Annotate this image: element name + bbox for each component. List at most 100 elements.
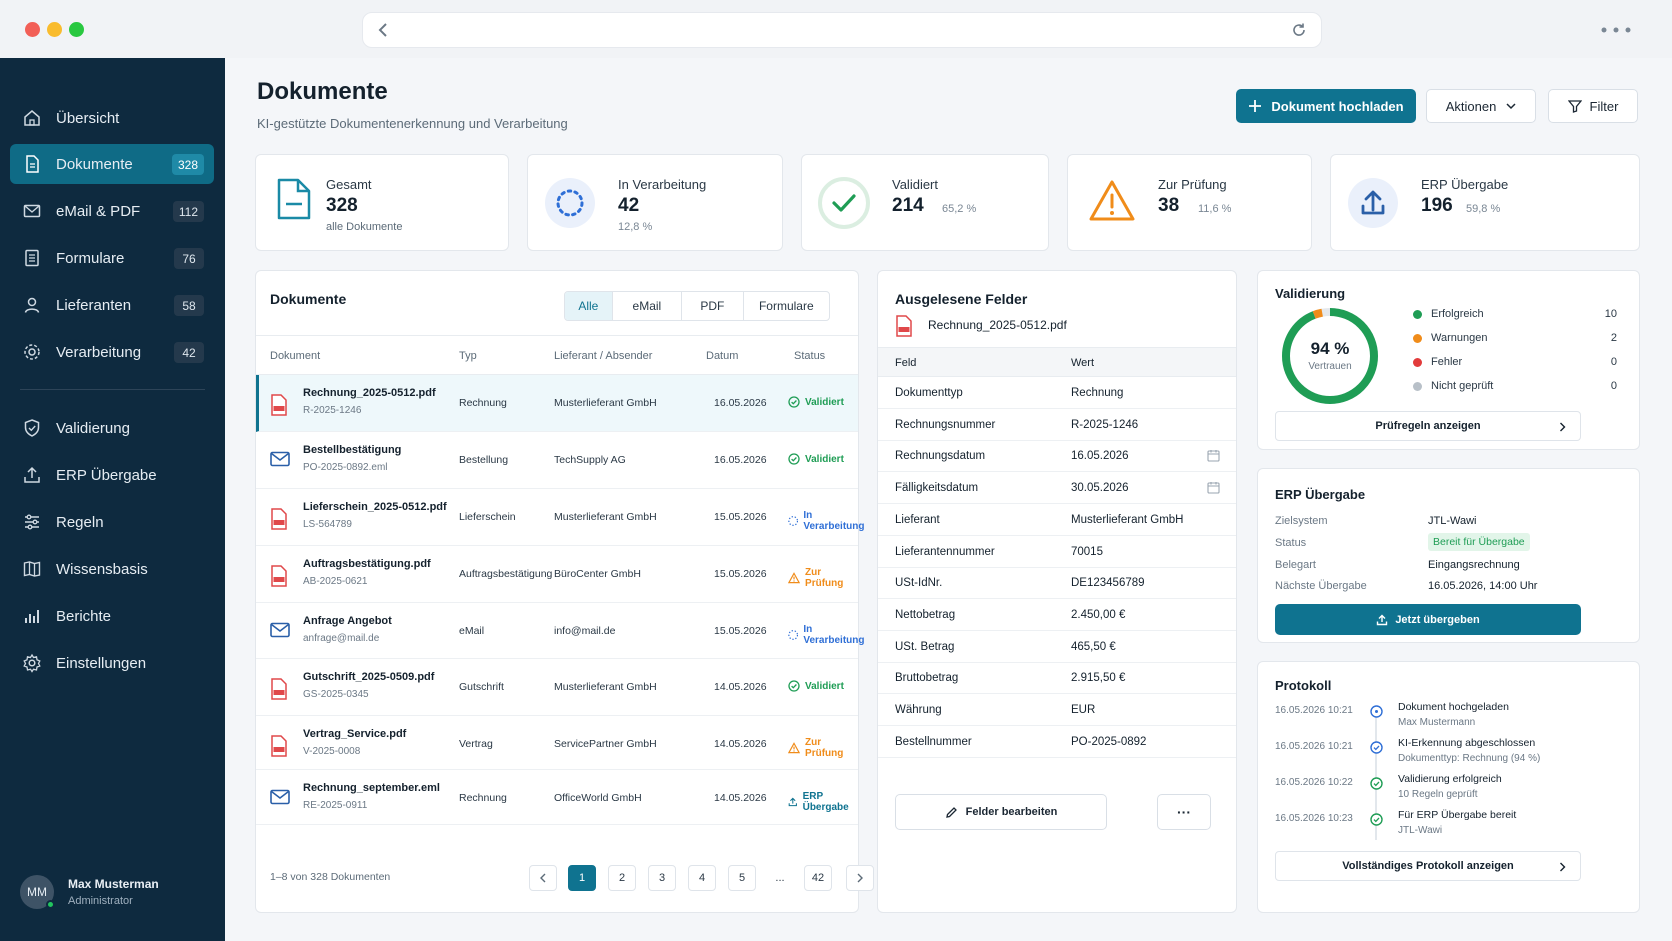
table-row[interactable]: Anfrage Angebot anfrage@mail.de eMail info@… (256, 603, 864, 659)
table-row[interactable]: Auftragsbestätigung.pdf AB-2025-0621 Auftr… (256, 546, 858, 603)
validation-panel: Validierung 94 % Vertrauen Erfolgreich 1… (1257, 270, 1640, 450)
field-value: 465,50 € (1071, 640, 1116, 653)
log-time: 16.05.2026 10:21 (1275, 705, 1353, 716)
table-row[interactable]: Rechnung_september.eml RE-2025-0911 Rechnu… (256, 770, 858, 825)
maximize-window-button[interactable] (69, 22, 84, 37)
status-label: Validiert (805, 396, 844, 408)
show-rules-button[interactable]: Prüfregeln anzeigen (1275, 411, 1581, 441)
file-type-icon (270, 565, 288, 587)
status-label: Zur Prüfung (805, 567, 844, 589)
page-button[interactable]: 3 (648, 865, 676, 891)
erp-key: Zielsystem (1275, 515, 1328, 527)
sidebar-item-formulare[interactable]: Formulare 76 (10, 238, 214, 278)
sidebar-item-email-pdf[interactable]: eMail & PDF 112 (10, 191, 214, 231)
sidebar-item-verarbeitung[interactable]: Verarbeitung 42 (10, 332, 214, 372)
erp-title: ERP Übergabe (1275, 487, 1366, 502)
address-bar[interactable] (362, 12, 1322, 48)
document-date: 15.05.2026 (714, 511, 767, 523)
document-date: 14.05.2026 (714, 792, 767, 804)
more-dots-icon[interactable] (1600, 26, 1632, 34)
sidebar-item-erp-uebergabe[interactable]: ERP Übergabe (10, 455, 214, 495)
user-profile[interactable]: MM Max Musterman Administrator (20, 875, 159, 909)
document-date: 15.05.2026 (714, 568, 767, 580)
column-header[interactable]: Typ (459, 350, 477, 362)
field-value: PO-2025-0892 (1071, 735, 1147, 748)
back-arrow-icon[interactable] (377, 22, 389, 38)
more-options-button[interactable]: ··· (1157, 794, 1211, 830)
tab-formulare[interactable]: Formulare (758, 299, 814, 313)
field-key: Rechnungsnummer (895, 418, 996, 431)
document-supplier: Musterlieferant GmbH (554, 681, 657, 693)
sidebar-item-wissensbasis[interactable]: Wissensbasis (10, 549, 214, 589)
tab-pdf[interactable]: PDF (682, 292, 744, 320)
field-value: DE123456789 (1071, 577, 1145, 590)
log-time: 16.05.2026 10:23 (1275, 813, 1353, 824)
upload-document-button[interactable]: Dokument hochladen (1236, 89, 1416, 123)
edit-fields-button[interactable]: Felder bearbeiten (895, 794, 1107, 830)
field-value: 16.05.2026 (1071, 450, 1129, 463)
legend-value: 10 (1604, 308, 1617, 320)
fields-title: Ausgelesene Felder (895, 291, 1028, 307)
submit-erp-button[interactable]: Jetzt übergeben (1275, 604, 1581, 635)
field-row: Rechnungsnummer R-2025-1246 (878, 409, 1236, 441)
log-detail: Dokumenttyp: Rechnung (94 %) (1398, 753, 1541, 764)
table-row[interactable]: Vertrag_Service.pdf V-2025-0008 Vertrag Ser… (256, 716, 858, 770)
erp-value: Eingangsrechnung (1428, 559, 1520, 571)
page-button[interactable]: 5 (728, 865, 756, 891)
document-supplier: Musterlieferant GmbH (554, 397, 657, 409)
table-row[interactable]: Lieferschein_2025-0512.pdf LS-564789 Liefe… (256, 489, 864, 546)
status-label: Validiert (805, 680, 844, 692)
close-window-button[interactable] (25, 22, 40, 37)
file-type-icon (270, 451, 290, 467)
legend-label: Erfolgreich (1431, 308, 1484, 320)
table-row[interactable]: Rechnung_2025-0512.pdf R-2025-1246 Rechnun… (256, 375, 858, 432)
submit-erp-label: Jetzt übergeben (1395, 613, 1480, 626)
table-row[interactable]: Gutschrift_2025-0509.pdf GS-2025-0345 Guts… (256, 659, 858, 716)
erp-value: JTL-Wawi (1428, 515, 1477, 527)
calendar-icon[interactable] (1207, 449, 1220, 462)
column-header[interactable]: Dokument (270, 350, 321, 362)
field-row: Dokumenttyp Rechnung (878, 377, 1236, 409)
minimize-window-button[interactable] (47, 22, 62, 37)
tab-email[interactable]: eMail (613, 292, 683, 320)
calendar-icon[interactable] (1207, 481, 1220, 494)
sidebar-item-lieferanten[interactable]: Lieferanten 58 (10, 285, 214, 325)
table-header: Dokument Typ Lieferant / Absender Datum … (256, 335, 858, 375)
filter-button[interactable]: Filter (1548, 89, 1638, 123)
page-button[interactable]: 4 (688, 865, 716, 891)
status-badge: Validiert (788, 396, 844, 408)
page-button[interactable]: 1 (568, 865, 596, 891)
table-row[interactable]: Bestellbestätigung PO-2025-0892.eml Bestel… (256, 432, 858, 489)
page-ellipsis: ... (775, 872, 785, 884)
sidebar-item-dokumente[interactable]: Dokumente 328 (10, 144, 214, 184)
legend-label: Nicht geprüft (1431, 380, 1494, 392)
sidebar-item-uebersicht[interactable]: Übersicht (10, 98, 214, 138)
column-header[interactable]: Datum (706, 350, 739, 362)
stat-card-gesamt: Gesamt 328 alle Dokumente (255, 154, 509, 251)
stat-value: 42 (618, 195, 640, 216)
sidebar-item-berichte[interactable]: Berichte (10, 596, 214, 636)
tab-alle[interactable]: Alle (565, 292, 613, 320)
document-supplier: OfficeWorld GmbH (554, 792, 642, 804)
sidebar-item-regeln[interactable]: Regeln (10, 502, 214, 542)
field-key: Fälligkeitsdatum (895, 482, 979, 495)
sidebar-item-einstellungen[interactable]: Einstellungen (10, 643, 214, 683)
field-value: 30.05.2026 (1071, 482, 1129, 495)
field-row: Rechnungsdatum 16.05.2026 (878, 440, 1236, 473)
next-page-button[interactable] (846, 865, 874, 891)
column-header[interactable]: Lieferant / Absender (554, 350, 653, 362)
sidebar-item-validierung[interactable]: Validierung (10, 408, 214, 448)
page-button[interactable]: 2 (608, 865, 636, 891)
prev-page-button[interactable] (529, 865, 557, 891)
stat-card-validiert: Validiert 214 65,2 % (801, 154, 1049, 251)
field-value: R-2025-1246 (1071, 418, 1139, 431)
stat-extra: 65,2 % (942, 203, 977, 215)
page-button[interactable]: 42 (804, 865, 832, 891)
reload-icon[interactable] (1291, 22, 1307, 38)
log-time: 16.05.2026 10:21 (1275, 741, 1353, 752)
show-full-protocol-button[interactable]: Vollständiges Protokoll anzeigen (1275, 851, 1581, 881)
chevron-left-icon (540, 873, 546, 883)
pagination-summary: 1–8 von 328 Dokumenten (270, 871, 391, 883)
column-header[interactable]: Status (794, 350, 826, 362)
actions-dropdown[interactable]: Aktionen (1426, 89, 1536, 123)
